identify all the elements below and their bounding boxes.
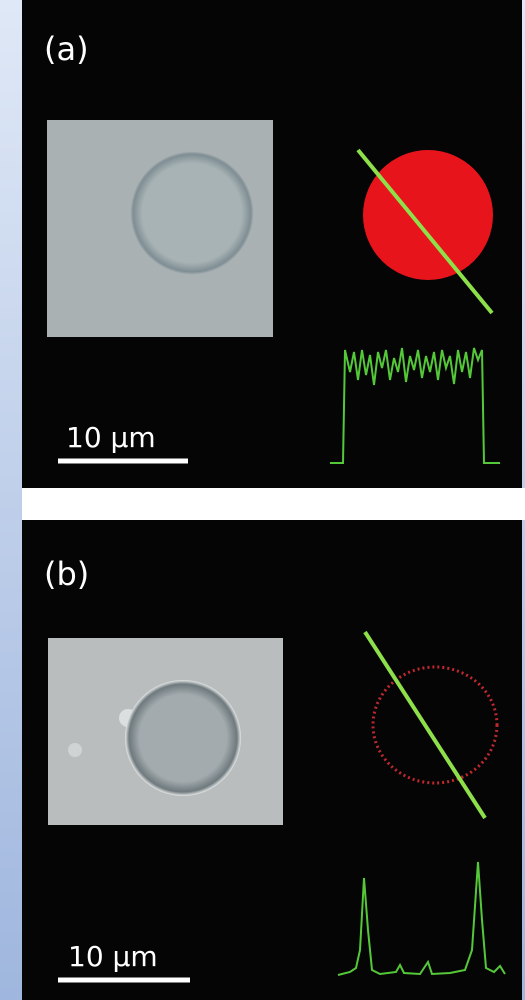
figure: (a) 10 μm (b) 10 μm: [0, 0, 525, 1000]
scale-bar-label: 10 μm: [66, 421, 156, 454]
panel-a: (a) 10 μm: [22, 0, 522, 488]
cell: [125, 680, 241, 796]
panel-label: (b): [44, 555, 89, 593]
fluorescence-cell: [363, 150, 493, 280]
cell: [130, 151, 254, 275]
gap: [22, 488, 525, 520]
vesicle: [68, 743, 82, 757]
panel-b: (b) 10 μm: [22, 520, 522, 1000]
panel-label: (a): [44, 30, 89, 68]
scale-bar-label: 10 μm: [68, 940, 158, 973]
